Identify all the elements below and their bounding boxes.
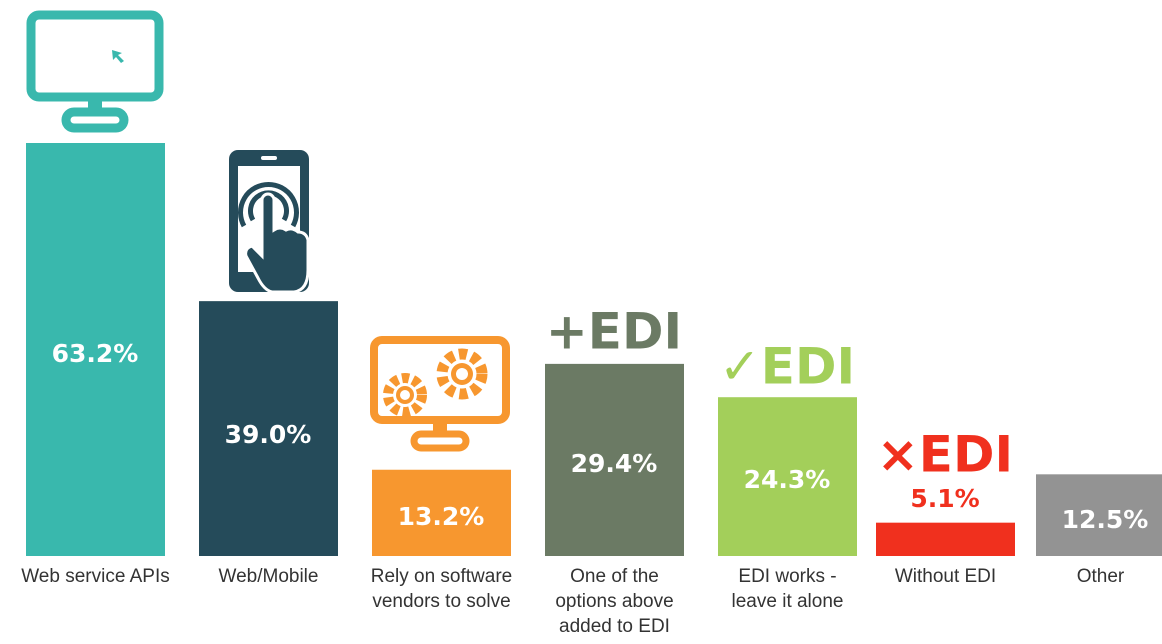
value-label: 63.2%	[52, 339, 139, 368]
edi-icon-text: +EDI	[546, 303, 682, 361]
category-label: Without EDI	[894, 566, 997, 587]
edi-icon-text: ×EDI	[877, 426, 1013, 484]
bar	[372, 469, 511, 556]
category-label: Other	[1076, 566, 1125, 587]
bar	[876, 522, 1015, 556]
edi-icon-text: ✓EDI	[719, 338, 855, 396]
bar	[199, 301, 338, 556]
value-label: 39.0%	[225, 420, 312, 449]
category-label: Rely on software vendors to solve	[370, 566, 513, 612]
category-label: One of the options above added to EDI	[555, 566, 674, 637]
value-label: 29.4%	[571, 449, 658, 478]
gears-monitor-icon	[370, 336, 510, 452]
bar	[1036, 474, 1162, 556]
cursor-icon	[112, 50, 124, 63]
value-label: 12.5%	[1062, 505, 1149, 534]
category-label: Web/Mobile	[218, 566, 319, 587]
value-label: 24.3%	[744, 465, 831, 494]
phone-icon	[229, 150, 310, 294]
value-label: 5.1%	[910, 484, 979, 513]
category-label: EDI works - leave it alone	[731, 566, 844, 612]
bar	[718, 397, 857, 556]
bar	[26, 143, 165, 556]
category-label: Web service APIs	[21, 566, 170, 587]
monitor-icon	[26, 10, 164, 133]
bar	[545, 363, 684, 556]
value-label: 13.2%	[398, 502, 485, 531]
